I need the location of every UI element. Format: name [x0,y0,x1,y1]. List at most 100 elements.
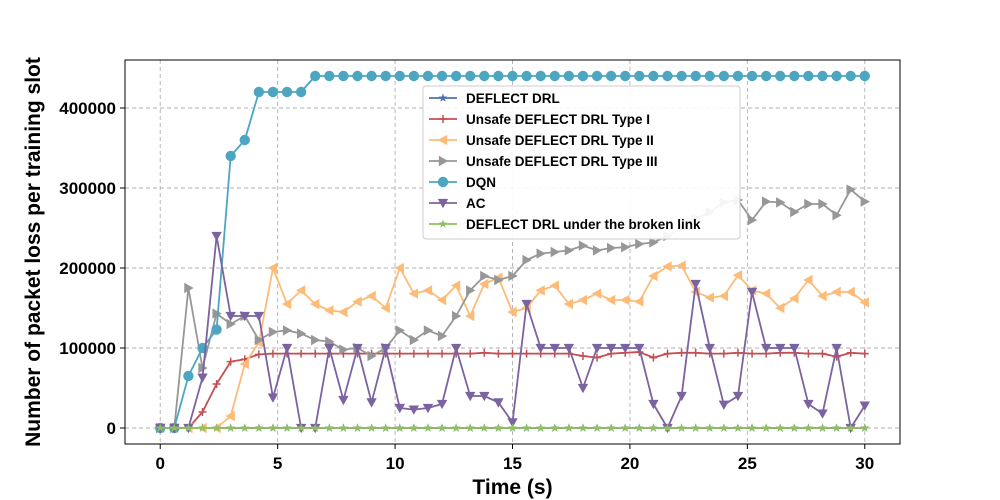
legend-swatch-marker [437,198,449,209]
data-point [408,288,419,299]
data-point [748,349,757,358]
legend-label: DEFLECT DRL [466,91,560,106]
data-point [296,423,306,432]
data-point [438,349,447,358]
data-point [719,423,729,432]
data-point [690,70,701,82]
data-point [592,423,602,432]
legend-label: AC [466,196,486,211]
legend-box [422,85,741,240]
data-point [409,334,420,346]
data-point [789,293,799,304]
data-point [324,423,334,432]
x-tick-label: 10 [386,454,405,473]
data-point [239,311,250,322]
legend-label: Unsafe DEFLECT DRL Type III [466,154,658,169]
data-point [465,391,476,402]
data-point [436,70,448,82]
data-point [591,288,602,299]
data-point [522,349,531,358]
data-point [705,423,715,432]
data-point [859,401,870,411]
data-point [353,423,362,432]
data-point [846,348,855,357]
data-point [804,198,814,210]
data-point [297,349,306,358]
data-point [295,86,307,98]
data-point [226,423,236,432]
data-point [803,399,814,410]
data-point [746,287,758,298]
data-point [324,70,335,82]
data-point [339,423,348,432]
data-point [648,70,659,82]
data-point [577,294,588,306]
data-point [310,298,320,310]
data-point [704,292,714,303]
data-point [563,298,574,310]
data-point [338,70,349,82]
data-point [662,261,672,272]
data-point [832,210,842,221]
data-point [535,70,546,82]
y-axis-label: Number of packet loss per training slot [22,57,45,447]
data-point [197,373,208,383]
data-point [620,423,630,432]
data-point [494,423,503,432]
data-point [437,423,447,432]
data-point [859,70,870,82]
data-point [718,290,729,302]
data-point [380,343,391,354]
data-point [606,242,617,254]
y-tick-label: 200000 [59,259,116,278]
data-point [634,343,645,354]
data-point [226,357,235,366]
data-point [522,423,531,432]
data-point [450,343,462,354]
data-point [549,70,560,82]
data-point [381,423,391,432]
data-point [591,70,603,82]
data-point [550,246,560,258]
data-point [226,318,236,330]
data-point [563,70,575,82]
data-point [775,343,786,354]
legend-swatch-marker [438,93,448,102]
data-point [281,298,292,310]
data-point [394,70,405,82]
data-point [732,70,744,82]
data-point [198,423,207,432]
data-point [225,150,236,162]
axis-ticks: 0 5 10 15 20 25 30 0 100000 200000 300000 400000 [59,99,874,473]
data-point [746,70,758,82]
data-point [394,403,405,414]
legend-entry: DEFLECT DRL under the broken link [429,217,701,232]
data-point [691,348,700,357]
data-point [466,285,476,296]
data-point [676,260,686,271]
data-point [818,198,828,210]
data-point [508,270,518,282]
x-tick-label: 5 [273,454,282,473]
data-point [184,282,194,294]
y-tick-label: 0 [107,419,116,438]
data-point [521,299,532,310]
data-point [620,70,631,82]
data-point [649,237,659,248]
x-tick-label: 20 [620,454,639,473]
data-point [817,70,828,82]
data-point [408,70,420,82]
data-point [789,343,800,354]
data-point [803,274,813,286]
data-point [494,274,504,286]
data-point [606,423,616,432]
data-point [169,423,179,432]
data-point [184,423,193,432]
data-point [818,423,827,432]
data-point [338,395,349,406]
data-point [423,325,434,336]
data-point [564,245,575,256]
series-7 [155,423,870,432]
data-point [465,70,476,82]
